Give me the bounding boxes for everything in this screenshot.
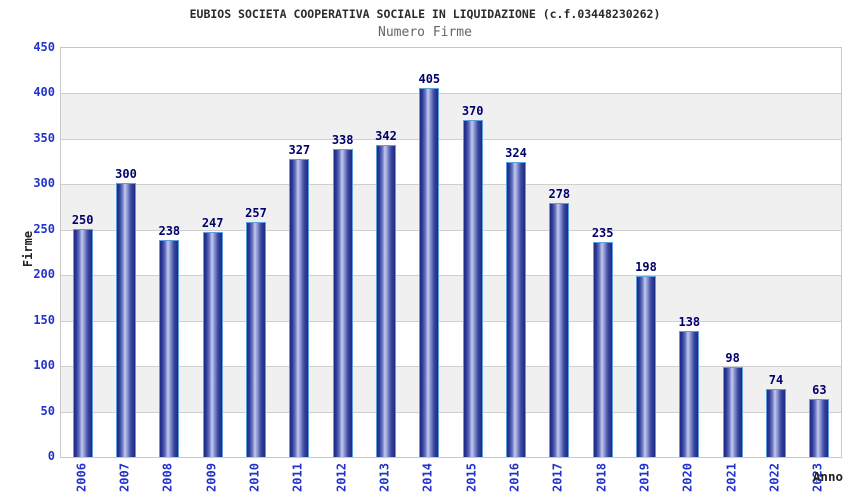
bar-value-2018: 235 (591, 226, 614, 241)
plot-area: 250 300 238 247 257 327 338 342 405 370 324 278 235 1… (60, 47, 842, 458)
bar-value-2019: 198 (635, 260, 657, 275)
plot-band (61, 93, 841, 139)
bar-value-2007: 300 (115, 167, 137, 182)
plot-band (61, 366, 841, 412)
bar-2022 (766, 388, 786, 457)
bar-value-2021: 98 (725, 350, 740, 365)
y-tick-400: 400 (33, 85, 55, 100)
x-tick-2020: 2020 (680, 463, 695, 492)
x-tick-2009: 2009 (204, 463, 219, 492)
y-tick-50: 50 (40, 403, 55, 418)
bar-2014 (419, 87, 440, 457)
y-tick-250: 250 (33, 221, 55, 236)
x-tick-2007: 2007 (117, 463, 132, 492)
bar-2008 (159, 239, 180, 457)
gridline-350 (61, 139, 841, 140)
chart-title: EUBIOS SOCIETA COOPERATIVA SOCIALE IN LI… (189, 7, 661, 21)
gridline-100 (61, 366, 841, 367)
gridline-200 (61, 275, 841, 276)
x-tick-2006: 2006 (74, 463, 89, 492)
x-tick-2012: 2012 (334, 463, 349, 492)
x-tick-2019: 2019 (637, 463, 652, 492)
x-tick-2010: 2010 (247, 463, 262, 492)
chart-subtitle: Numero Firme (378, 25, 472, 40)
bar-value-2009: 247 (201, 215, 224, 230)
plot-band (61, 48, 841, 94)
bar-2007 (116, 183, 136, 457)
bar-value-2015: 370 (461, 103, 484, 118)
x-tick-2022: 2022 (767, 463, 782, 492)
y-tick-0: 0 (47, 449, 55, 463)
plot-band (61, 411, 841, 457)
bar-2009 (202, 231, 223, 457)
y-tick-350: 350 (33, 130, 55, 145)
bar-value-2013: 342 (375, 129, 397, 144)
bar-value-2006: 250 (71, 212, 94, 227)
bar-2012 (332, 148, 353, 457)
bar-2023 (809, 398, 830, 457)
x-tick-2008: 2008 (160, 463, 175, 492)
y-tick-200: 200 (33, 267, 55, 282)
x-tick-2015: 2015 (464, 463, 479, 492)
plot-band (61, 320, 841, 367)
gridline-300 (61, 184, 841, 185)
y-tick-300: 300 (33, 176, 55, 191)
bar-2017 (549, 203, 570, 457)
x-tick-2018: 2018 (594, 463, 609, 492)
bar-2021 (722, 366, 743, 457)
x-axis-title: Anno (812, 469, 843, 484)
bar-value-2011: 327 (288, 142, 311, 157)
gridline-250 (61, 230, 841, 231)
bar-value-2020: 138 (678, 314, 701, 329)
bar-value-2010: 257 (245, 206, 267, 221)
bar-value-2008: 238 (158, 223, 181, 238)
bar-2010 (246, 222, 266, 457)
bar-2011 (289, 158, 310, 457)
x-tick-2014: 2014 (420, 463, 435, 492)
bar-value-2016: 324 (505, 145, 527, 160)
x-tick-2013: 2013 (377, 463, 392, 492)
y-tick-100: 100 (33, 358, 55, 373)
bar-2016 (506, 161, 526, 457)
x-tick-2011: 2011 (290, 463, 305, 492)
plot-band (61, 229, 841, 276)
bar-2013 (376, 145, 396, 457)
gridline-400 (61, 93, 841, 94)
gridline-150 (61, 321, 841, 322)
bar-value-2014: 405 (418, 71, 441, 86)
x-tick-2016: 2016 (507, 463, 522, 492)
gridline-50 (61, 412, 841, 413)
x-tick-2017: 2017 (550, 463, 565, 492)
bar-value-2022: 74 (768, 372, 784, 387)
bar-2019 (636, 276, 656, 457)
y-tick-150: 150 (33, 312, 55, 327)
bar-2018 (592, 242, 613, 457)
bar-value-2017: 278 (548, 187, 571, 202)
plot-band (61, 275, 841, 321)
bar-value-2023: 63 (812, 382, 827, 397)
y-tick-450: 450 (33, 40, 55, 54)
bar-2020 (679, 330, 700, 457)
x-tick-2021: 2021 (724, 463, 739, 492)
plot-band (61, 138, 841, 185)
plot-band (61, 184, 841, 230)
bar-2006 (72, 228, 93, 457)
bar-value-2012: 338 (331, 132, 354, 147)
bar-2015 (462, 119, 483, 457)
